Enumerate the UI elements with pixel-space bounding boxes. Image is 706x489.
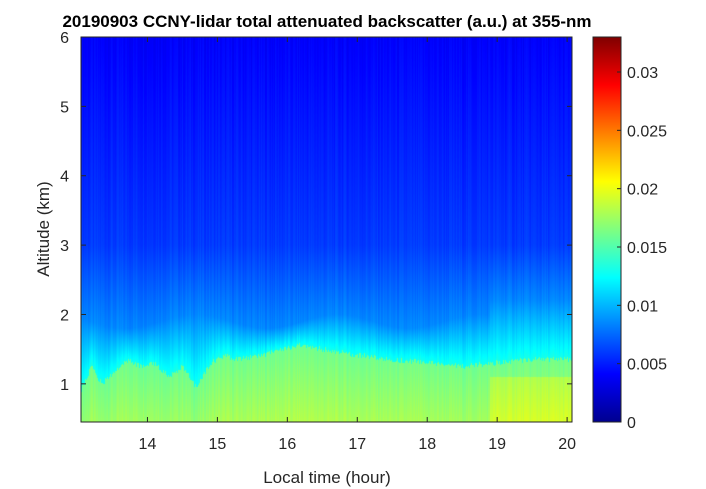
- x-tick-label: 16: [278, 436, 296, 453]
- y-axis-ticks: 1 2 3 4 5 6: [60, 30, 572, 394]
- y-tick-label: 1: [60, 377, 69, 394]
- y-tick-label: 2: [60, 307, 69, 324]
- heatmap-layer: [81, 37, 572, 422]
- chart-title: 20190903 CCNY-lidar total attenuated bac…: [62, 12, 591, 31]
- x-axis-ticks: 14 15 16 17 18 19 20: [139, 37, 576, 453]
- colorbar-tick-label: 0.03: [627, 65, 658, 82]
- y-tick-label: 3: [60, 238, 69, 255]
- y-axis-label: Altitude (km): [34, 181, 53, 276]
- colorbar-ticks: 0 0.005 0.01 0.015 0.02 0.025 0.03: [617, 65, 667, 432]
- backscatter-heatmap: [81, 37, 572, 422]
- x-tick-label: 20: [558, 436, 576, 453]
- y-tick-label: 6: [60, 30, 69, 47]
- plot-frame: [80, 36, 573, 423]
- colorbar-tick-label: 0.025: [627, 123, 667, 140]
- x-tick-label: 18: [418, 436, 436, 453]
- colorbar-tick-label: 0: [627, 415, 636, 432]
- colorbar: [592, 36, 622, 423]
- colorbar-tick-label: 0.005: [627, 357, 667, 374]
- colorbar-tick-label: 0.01: [627, 298, 658, 315]
- x-tick-label: 15: [208, 436, 226, 453]
- colorbar-tick-label: 0.02: [627, 182, 658, 199]
- colorbar-tick-label: 0.015: [627, 240, 667, 257]
- x-tick-label: 19: [488, 436, 506, 453]
- y-tick-label: 5: [60, 99, 69, 116]
- x-axis-label: Local time (hour): [263, 468, 391, 487]
- x-tick-label: 14: [139, 436, 157, 453]
- y-tick-label: 4: [60, 169, 69, 186]
- x-tick-label: 17: [348, 436, 366, 453]
